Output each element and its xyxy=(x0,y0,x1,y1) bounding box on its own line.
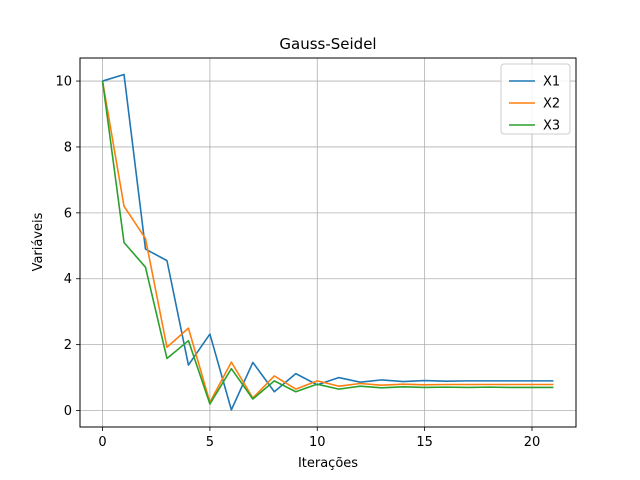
legend-label-x1: X1 xyxy=(543,75,560,90)
y-tick-label: 4 xyxy=(64,272,72,287)
legend: X1 X2 X3 xyxy=(500,63,571,135)
series-line-x1 xyxy=(102,73,554,411)
y-tick-label: 0 xyxy=(64,404,72,419)
chart-title: Gauss-Seidel xyxy=(279,35,376,53)
y-axis-label: Variáveis xyxy=(31,212,46,271)
y-tick-label: 10 xyxy=(55,75,72,90)
series-line-x2 xyxy=(101,80,554,404)
legend-label-x3: X3 xyxy=(543,119,560,134)
series-line-x3 xyxy=(101,80,554,405)
ticks-layer: 0 5 10 15 20 0 2 4 6 8 10 xyxy=(55,75,540,450)
x-tick-label: 5 xyxy=(206,435,214,450)
y-tick-label: 6 xyxy=(64,206,72,221)
x-tick-label: 10 xyxy=(309,435,326,450)
x-tick-label: 0 xyxy=(98,435,106,450)
legend-label-x2: X2 xyxy=(543,97,560,112)
x-axis-label: Iterações xyxy=(298,456,358,471)
x-tick-label: 20 xyxy=(524,435,541,450)
y-tick-label: 2 xyxy=(64,338,72,353)
series-layer xyxy=(101,73,554,411)
y-tick-label: 8 xyxy=(64,140,72,155)
grid-layer xyxy=(80,58,576,427)
plot-frame xyxy=(79,57,577,428)
x-tick-label: 15 xyxy=(416,435,433,450)
